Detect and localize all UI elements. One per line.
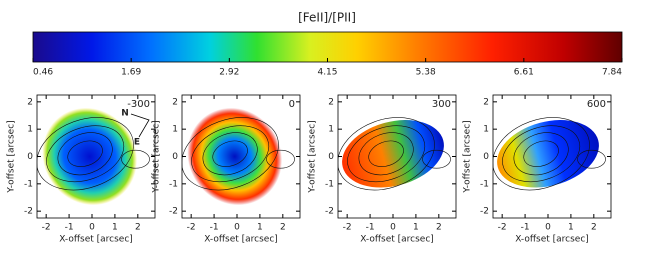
y-tick-label: 0 — [328, 152, 334, 162]
y-tick-label: 1 — [27, 125, 33, 135]
contour — [46, 125, 125, 183]
colorbar-tick-label: 7.84 — [602, 68, 622, 78]
x-tick-label: 0 — [89, 223, 95, 233]
x-tick-label: 2 — [436, 223, 442, 233]
contour — [502, 125, 581, 183]
y-tick-label: 2 — [328, 97, 334, 107]
y-tick-label: -2 — [325, 207, 334, 217]
y-tick-label: 2 — [483, 97, 489, 107]
y-tick-label: 1 — [328, 125, 334, 135]
colorbar — [32, 31, 623, 63]
panel-label: 300 — [432, 99, 451, 110]
x-tick-label: -2 — [498, 223, 507, 233]
emission-map — [342, 120, 444, 188]
contour — [523, 140, 559, 167]
y-tick-label: -1 — [480, 179, 489, 189]
contour — [368, 140, 404, 167]
x-tick-label: 0 — [390, 223, 396, 233]
x-tick-label: 0 — [234, 223, 240, 233]
x-axis-label: X-offset [arcsec] — [59, 235, 133, 245]
x-tick-label: -1 — [65, 223, 74, 233]
y-tick-label: 2 — [172, 97, 178, 107]
emission-map — [497, 120, 599, 188]
contour — [67, 140, 103, 167]
x-tick-label: 1 — [112, 223, 118, 233]
y-tick-label: 0 — [172, 152, 178, 162]
y-tick-label: -1 — [169, 179, 178, 189]
map — [338, 117, 451, 191]
x-tick-label: -2 — [343, 223, 352, 233]
map — [493, 117, 606, 191]
y-tick-label: 0 — [27, 152, 33, 162]
x-tick-label: -1 — [521, 223, 530, 233]
y-tick-label: -1 — [24, 179, 33, 189]
x-tick-label: -1 — [366, 223, 375, 233]
x-tick-label: 2 — [591, 223, 597, 233]
compass — [130, 113, 150, 138]
colorbar-tick-label: 0.46 — [33, 68, 53, 78]
compass-e: E — [134, 138, 140, 148]
contour — [347, 125, 426, 183]
contour — [358, 132, 414, 176]
x-axis-label: X-offset [arcsec] — [204, 235, 278, 245]
contour — [577, 149, 606, 169]
contour — [493, 117, 590, 191]
contour — [57, 132, 113, 176]
x-axis-label: X-offset [arcsec] — [515, 235, 589, 245]
map — [182, 107, 295, 206]
contour — [422, 149, 451, 169]
y-axis-label: Y-offset [arcsec] — [152, 120, 162, 193]
colorbar-tick-label: 6.61 — [514, 68, 534, 78]
colorbar-tick-label: 4.15 — [317, 68, 337, 78]
y-axis-label: Y-offset [arcsec] — [308, 120, 318, 193]
colorbar-tick-label: 2.92 — [219, 68, 239, 78]
y-axis-label: Y-offset [arcsec] — [7, 120, 17, 193]
x-axis-label: X-offset [arcsec] — [360, 235, 434, 245]
x-tick-label: -1 — [210, 223, 219, 233]
x-tick-label: -2 — [187, 223, 196, 233]
y-tick-label: 2 — [27, 97, 33, 107]
y-axis-label: Y-offset [arcsec] — [463, 120, 473, 193]
y-tick-label: -1 — [325, 179, 334, 189]
y-tick-label: 0 — [483, 152, 489, 162]
panel-label: 600 — [587, 99, 606, 110]
colorbar-tick-label: 5.38 — [416, 68, 436, 78]
y-tick-label: 1 — [172, 125, 178, 135]
x-tick-label: 0 — [545, 223, 551, 233]
contour — [202, 132, 258, 176]
contour — [266, 149, 295, 169]
contour — [37, 117, 134, 191]
y-tick-label: 1 — [483, 125, 489, 135]
colorbar-title: [FeII]/[PII] — [298, 11, 356, 25]
x-tick-label: 2 — [135, 223, 141, 233]
emission-map — [187, 107, 283, 206]
y-tick-label: -2 — [24, 207, 33, 217]
y-tick-label: -2 — [169, 207, 178, 217]
contour — [338, 117, 435, 191]
x-tick-label: 2 — [280, 223, 286, 233]
x-tick-label: 1 — [257, 223, 263, 233]
compass-n: N — [121, 109, 129, 119]
x-tick-label: -2 — [42, 223, 51, 233]
contour — [182, 117, 279, 191]
contour — [513, 132, 569, 176]
colorbar-tick-label: 1.69 — [121, 68, 141, 78]
contour — [212, 140, 248, 167]
map — [37, 107, 150, 206]
panel-label: -300 — [127, 99, 150, 110]
x-tick-label: 1 — [568, 223, 574, 233]
panel-label: 0 — [289, 99, 295, 110]
y-tick-label: -2 — [480, 207, 489, 217]
x-tick-label: 1 — [413, 223, 419, 233]
contour — [121, 149, 150, 169]
contour — [191, 125, 270, 183]
